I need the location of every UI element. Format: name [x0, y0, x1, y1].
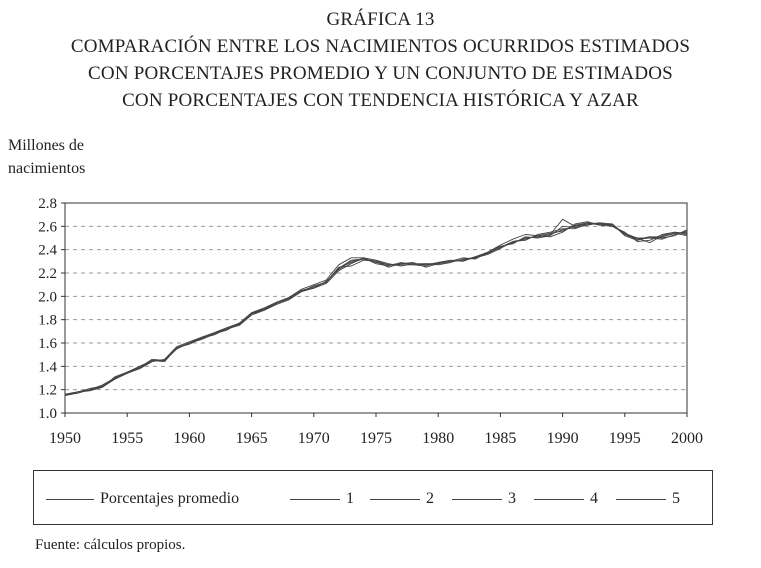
legend-label: 1 [346, 490, 354, 507]
legend-line-swatch [290, 498, 340, 500]
series-line-1 [64, 221, 688, 396]
legend-line-swatch [534, 498, 584, 500]
x-tick-label: 2000 [671, 430, 703, 447]
x-tick-label: 1960 [173, 430, 205, 447]
source-note: Fuente: cálculos propios. [35, 537, 186, 553]
series-line-2 [64, 222, 688, 395]
y-tick-label: 1.8 [38, 313, 57, 329]
legend-item: 4 [534, 489, 598, 509]
x-tick-label: 1985 [484, 430, 516, 447]
y-axis-label-line-2: nacimientos [8, 160, 86, 177]
legend-item: 2 [370, 489, 434, 509]
legend-item: 1 [290, 489, 354, 509]
y-tick-label: 1.2 [38, 383, 57, 399]
chart-title-line-2: CON PORCENTAJES PROMEDIO Y UN CONJUNTO D… [88, 63, 673, 84]
legend-label: 3 [508, 490, 516, 507]
legend-line-swatch [46, 498, 94, 500]
legend-line-swatch [370, 498, 420, 500]
y-tick-label: 1.4 [38, 359, 57, 375]
legend-item: 5 [616, 489, 680, 509]
legend-label: 4 [590, 490, 598, 507]
legend-line-swatch [616, 498, 666, 500]
legend-label: 5 [672, 490, 680, 507]
y-tick-label: 2.2 [38, 266, 57, 282]
legend: Porcentajes promedio 1 2 3 4 5 [33, 470, 713, 525]
legend-item: Porcentajes promedio [46, 489, 239, 509]
legend-label: 2 [426, 490, 434, 507]
y-tick-label: 2.6 [38, 219, 57, 235]
x-tick-label: 1965 [236, 430, 268, 447]
y-axis-label-line-1: Millones de [8, 137, 84, 154]
x-tick-label: 1995 [609, 430, 641, 447]
series-line-5 [64, 218, 688, 395]
y-tick-label: 2.8 [38, 196, 57, 212]
series-line-4 [64, 222, 688, 395]
x-tick-label: 1980 [422, 430, 454, 447]
chart-title-line-3: CON PORCENTAJES CON TENDENCIA HISTÓRICA … [122, 90, 639, 111]
line-chart: 1.0 1.2 1.4 1.6 1.8 2.0 2.2 2.4 2.6 2.8 1950 1955 19… [38, 196, 703, 447]
chart-number: GRÁFICA 13 [326, 9, 435, 30]
legend-item: 3 [452, 489, 516, 509]
y-tick-label: 1.0 [38, 406, 57, 422]
x-tick-label: 1975 [360, 430, 392, 447]
y-tick-label: 2.4 [38, 243, 57, 259]
y-tick-label: 1.6 [38, 336, 57, 352]
legend-line-swatch [452, 498, 502, 500]
x-tick-label: 1990 [547, 430, 579, 447]
legend-label: Porcentajes promedio [100, 490, 240, 507]
plot-frame [64, 202, 688, 414]
y-tick-label: 2.0 [38, 289, 57, 305]
x-tick-label: 1970 [298, 430, 330, 447]
x-tick-label: 1955 [111, 430, 143, 447]
series-line-3 [64, 222, 688, 396]
x-tick-label: 1950 [49, 430, 81, 447]
chart-title-line-1: COMPARACIÓN ENTRE LOS NACIMIENTOS OCURRI… [70, 36, 691, 57]
